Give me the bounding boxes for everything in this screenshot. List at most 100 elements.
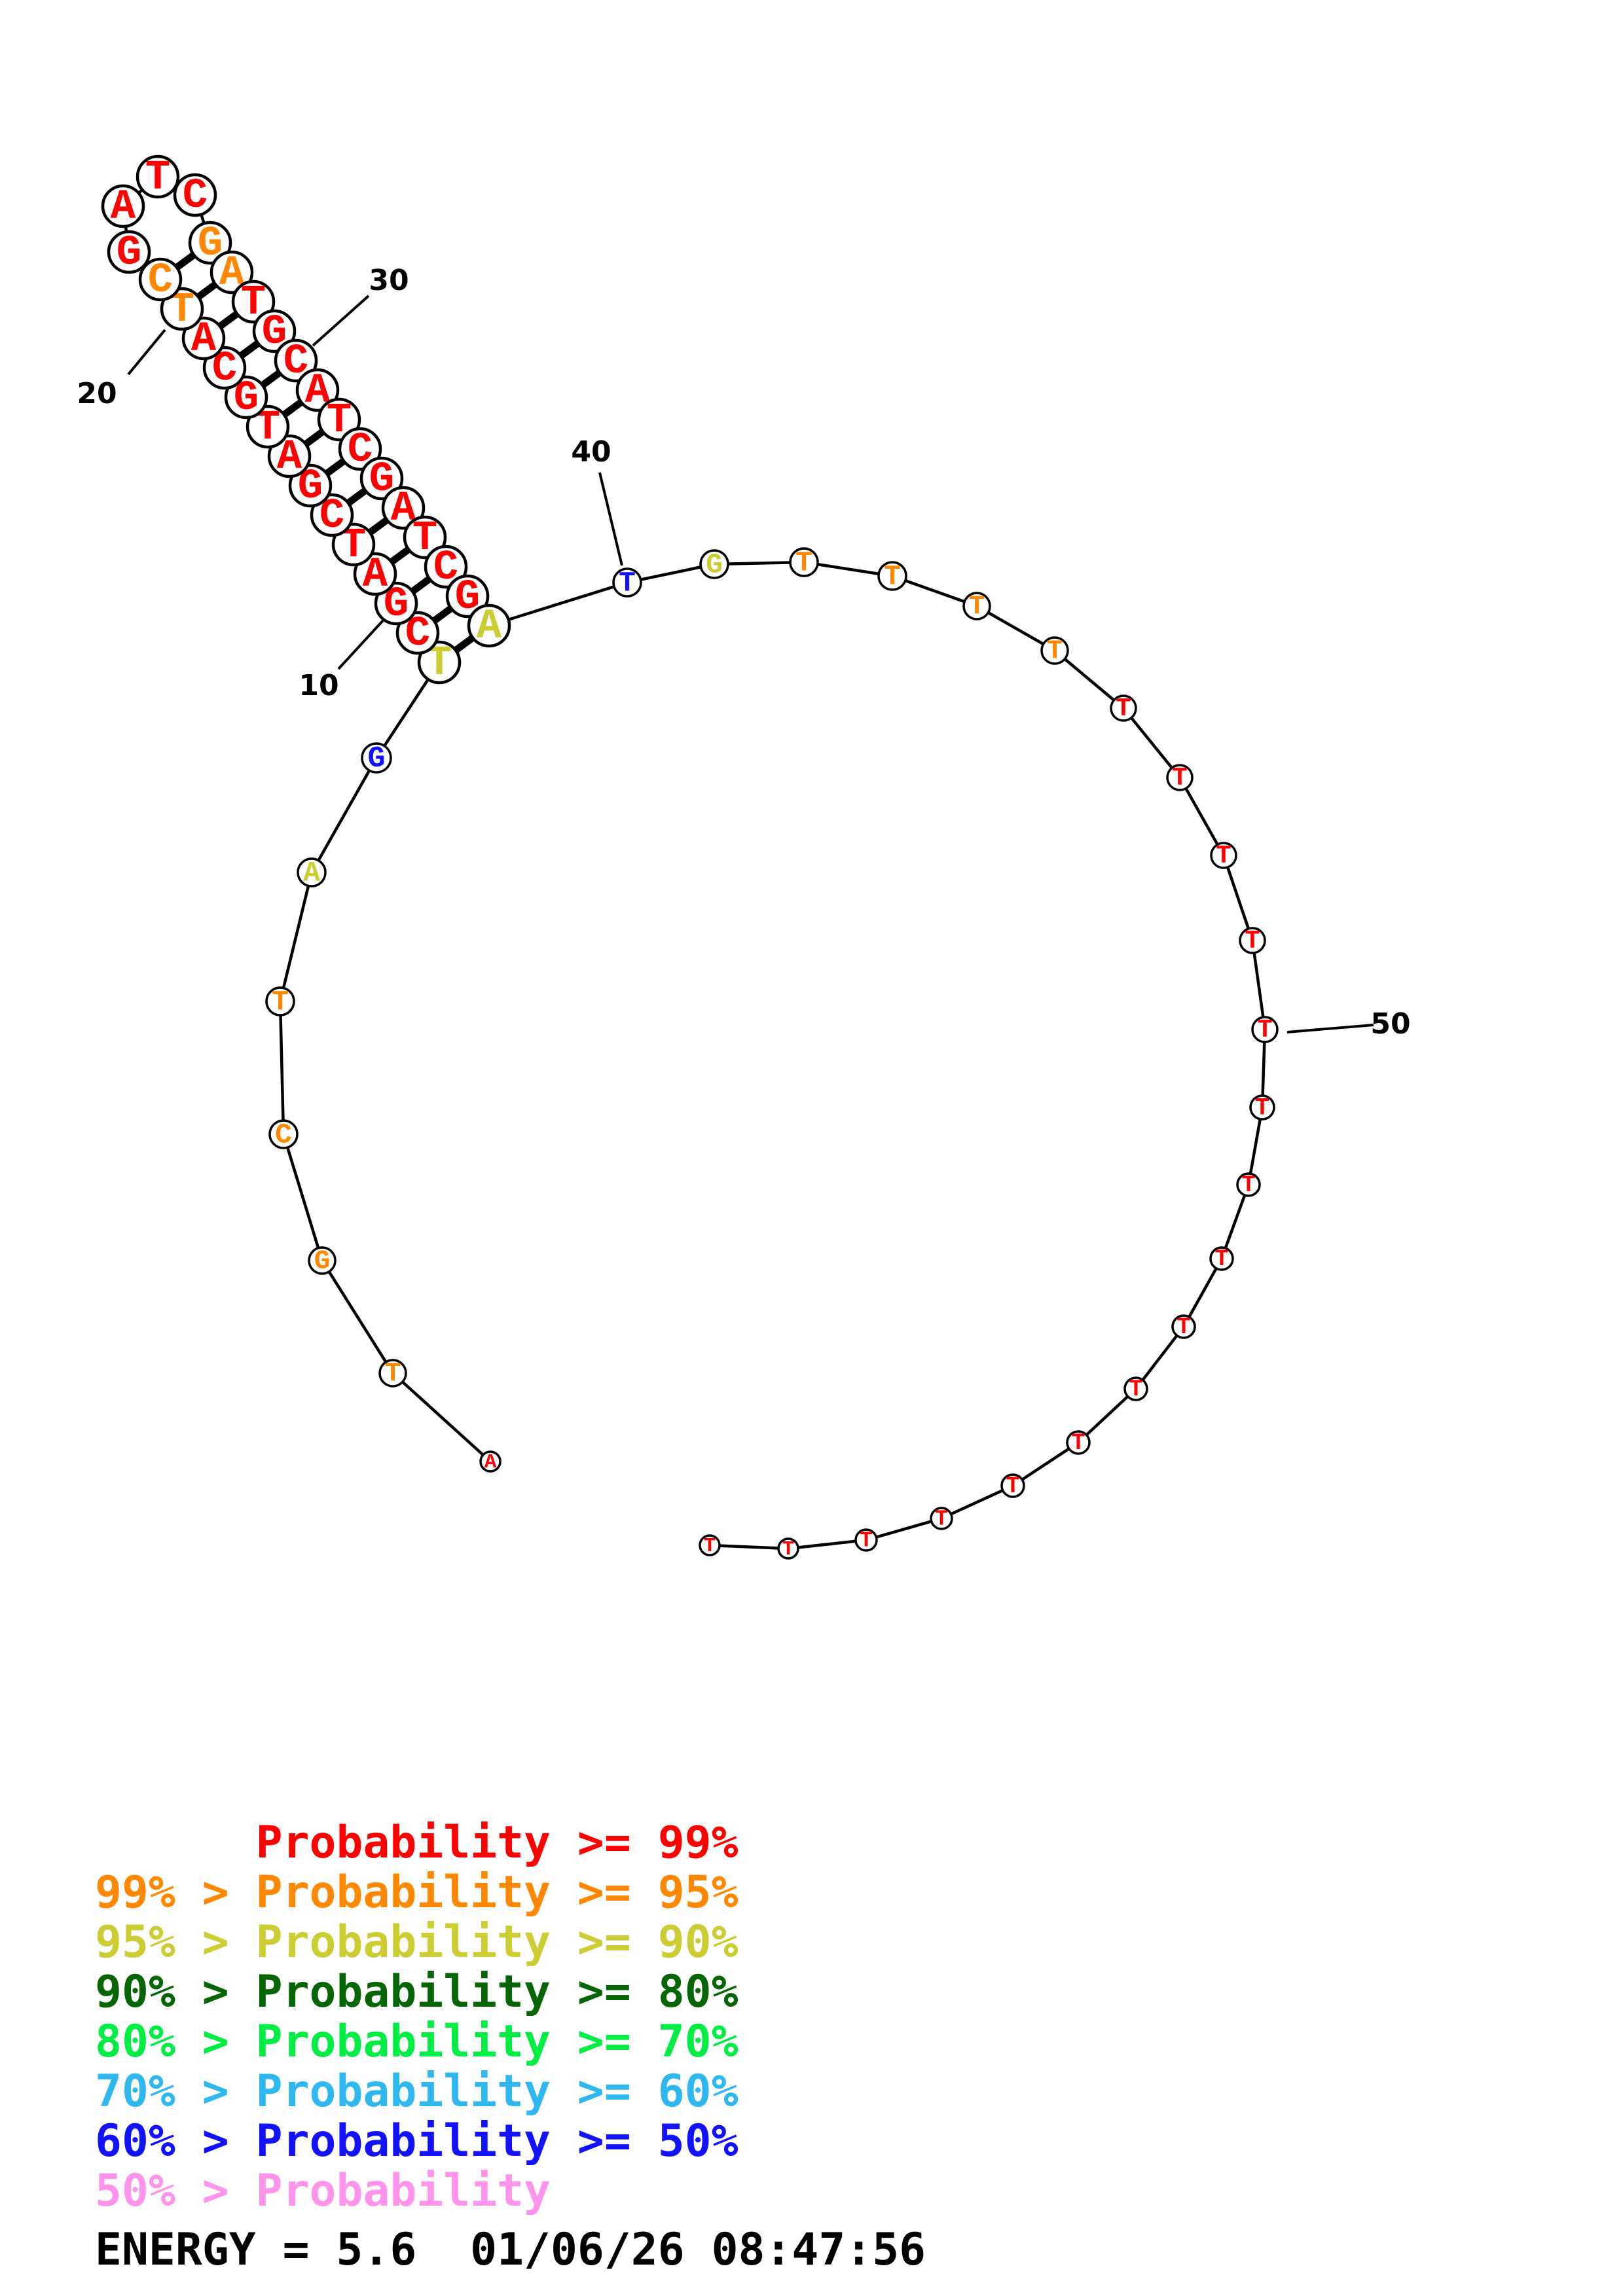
nucleotide-letter: T: [1216, 842, 1231, 870]
nucleotide-letter: T: [385, 1359, 401, 1390]
nucleotide-circle: [1110, 694, 1137, 722]
nucleotide-circle: [1236, 1172, 1261, 1197]
nucleotide-circle: [1209, 1246, 1234, 1271]
nucleotide-letter: T: [935, 1507, 948, 1531]
nucleotide-letter: G: [706, 548, 723, 581]
nucleotide-circle: [403, 515, 447, 560]
nucleotide-circle: [854, 1528, 878, 1552]
backbone-bond: [941, 1484, 1013, 1520]
position-label: 50: [1370, 1007, 1410, 1041]
legend-line-5: 80% > Probability >= 70%: [95, 2016, 739, 2068]
nucleotide-letter: T: [782, 1538, 795, 1561]
position-label: 30: [369, 264, 409, 297]
nucleotide-circle: [252, 309, 297, 353]
nucleotide-circle: [877, 561, 907, 591]
backbone-bond: [278, 1001, 285, 1135]
nucleotide-circle: [338, 427, 382, 471]
nucleotide-circle: [274, 338, 318, 383]
nucleotide-circle: [777, 1537, 799, 1560]
backbone-bond: [976, 605, 1056, 652]
nucleotide-circle: [1066, 1430, 1091, 1455]
nucleotide-circle: [107, 230, 151, 274]
backbone-bond: [1077, 1388, 1137, 1444]
nucleotide-letter: A: [303, 857, 320, 889]
nucleotide-circle: [160, 287, 204, 331]
nucleotide-letter: T: [1241, 1172, 1255, 1198]
backbone-bond: [1135, 1325, 1185, 1390]
nucleotide-circle: [612, 567, 642, 598]
nucleotide-circle: [101, 184, 145, 228]
backbone-bond: [488, 581, 628, 628]
nucleotide-circle: [467, 603, 511, 648]
nucleotide-circle: [188, 221, 232, 265]
nucleotide-circle: [424, 545, 468, 589]
nucleotide-circle: [381, 486, 426, 530]
nucleotide-letter: T: [795, 547, 812, 579]
nucleotide-letter: T: [860, 1528, 873, 1552]
nucleotide-circle: [1210, 842, 1237, 869]
nucleotide-circle: [138, 257, 183, 302]
nucleotide-letter: A: [111, 184, 136, 231]
nucleotide-circle: [317, 397, 361, 442]
nucleotide-circle: [181, 316, 226, 361]
nucleotide-letter: T: [1129, 1376, 1142, 1403]
backbone-bond: [1247, 1107, 1264, 1185]
nucleotide-circle: [699, 549, 729, 579]
legend-line-1: Probability >= 99%: [95, 1817, 739, 1869]
nucleotide-circle: [331, 522, 376, 567]
nucleotide-letter: T: [145, 154, 170, 202]
nucleotide-letter: T: [884, 560, 901, 592]
nucleotide-circle: [1171, 1314, 1196, 1339]
backbone-bond: [282, 1134, 324, 1261]
energy-timestamp-line: ENERGY = 5.6 01/06/26 08:47:56: [95, 2224, 926, 2276]
nucleotide-letter: T: [1257, 1016, 1272, 1045]
nucleotide-circle: [445, 574, 490, 619]
legend-line-4: 90% > Probability >= 80%: [95, 1966, 739, 2018]
legend-line-2: 99% > Probability >= 95%: [95, 1867, 739, 1918]
nucleotide-circle: [136, 154, 180, 199]
nucleotide-circle: [268, 1119, 299, 1149]
nucleotide-letter: A: [477, 603, 502, 651]
nucleotide-circle: [417, 640, 462, 685]
nucleotide-letter: T: [1214, 1246, 1228, 1272]
nucleotide-circle: [288, 463, 333, 508]
nucleotide-circle: [374, 581, 418, 626]
position-label: 40: [571, 435, 611, 469]
nucleotide-circle: [231, 279, 276, 324]
nucleotide-letter: G: [314, 1247, 331, 1277]
nucleotide-circle: [359, 456, 404, 501]
backbone-bond: [788, 1538, 867, 1551]
nucleotide-letter: C: [148, 257, 173, 304]
nucleotide-letter: T: [1116, 694, 1131, 723]
probability-legend: Probability >= 99% 99% > Probability >= 9…: [95, 1818, 739, 2216]
backbone-bond: [1182, 1257, 1223, 1328]
nucleotide-circle: [1166, 764, 1194, 791]
position-label: 20: [77, 377, 117, 410]
backbone-bond: [1012, 1441, 1080, 1487]
nucleotide-circle: [173, 173, 217, 217]
nucleotide-circle: [308, 1246, 337, 1275]
backbone-bond: [278, 872, 314, 1002]
nucleotide-circle: [210, 250, 254, 295]
nucleotide-letter: T: [1047, 637, 1063, 667]
nucleotide-letter: C: [275, 1119, 292, 1151]
nucleotide-letter: T: [704, 1535, 716, 1558]
position-label-line: [312, 295, 370, 347]
nucleotide-circle: [1249, 1094, 1275, 1121]
legend-line-6: 70% > Probability >= 60%: [95, 2066, 739, 2117]
nucleotide-letter: T: [1006, 1473, 1019, 1499]
legend-line-8: 50% > Probability: [95, 2165, 551, 2217]
nucleotide-letter: T: [969, 592, 985, 622]
nucleotide-circle: [789, 547, 819, 577]
backbone-bond: [1178, 776, 1225, 857]
position-label-line: [1286, 1024, 1374, 1033]
backbone-bond: [803, 560, 893, 578]
nucleotide-letter: G: [367, 742, 385, 776]
position-label-line: [598, 472, 623, 566]
nucleotide-circle: [246, 404, 290, 449]
nucleotide-letter: T: [1176, 1314, 1190, 1340]
nucleotide-letter: T: [619, 567, 636, 599]
nucleotide-circle: [224, 375, 268, 420]
